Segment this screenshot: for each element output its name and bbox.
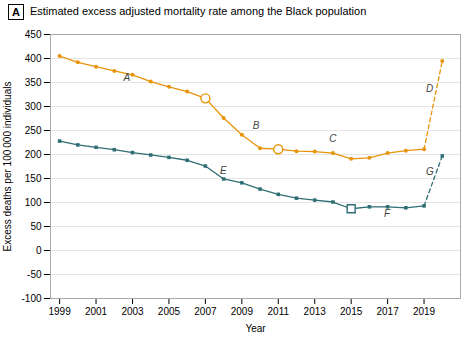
svg-text:F: F <box>384 208 391 219</box>
svg-text:B: B <box>253 120 260 131</box>
svg-text:2015: 2015 <box>340 306 363 317</box>
svg-text:1999: 1999 <box>48 306 71 317</box>
svg-text:-100: -100 <box>21 293 41 304</box>
svg-text:200: 200 <box>25 149 42 160</box>
svg-text:50: 50 <box>30 221 42 232</box>
svg-text:0: 0 <box>36 245 42 256</box>
svg-text:250: 250 <box>25 125 42 136</box>
svg-text:100: 100 <box>25 197 42 208</box>
svg-text:G: G <box>426 166 434 177</box>
svg-text:400: 400 <box>25 53 42 64</box>
svg-text:-50: -50 <box>27 269 42 280</box>
svg-text:A: A <box>122 72 130 83</box>
svg-text:2003: 2003 <box>121 306 144 317</box>
svg-text:2007: 2007 <box>194 306 217 317</box>
svg-text:150: 150 <box>25 173 42 184</box>
svg-text:2017: 2017 <box>376 306 399 317</box>
svg-text:D: D <box>426 83 433 94</box>
svg-text:2005: 2005 <box>158 306 181 317</box>
svg-text:Year: Year <box>245 323 266 334</box>
svg-text:E: E <box>220 165 227 176</box>
svg-text:450: 450 <box>25 29 42 40</box>
svg-text:350: 350 <box>25 77 42 88</box>
svg-text:2013: 2013 <box>304 306 327 317</box>
html-text:A: A <box>12 6 20 18</box>
html-text:Estimated excess adjusted mort: Estimated excess adjusted mortality rate… <box>30 5 367 17</box>
svg-text:2011: 2011 <box>268 306 290 317</box>
svg-text:Excess deaths per 100 000 indi: Excess deaths per 100 000 individuals <box>2 82 13 252</box>
svg-text:300: 300 <box>25 101 42 112</box>
svg-text:C: C <box>329 133 337 144</box>
svg-text:2009: 2009 <box>231 306 254 317</box>
svg-text:2019: 2019 <box>413 306 436 317</box>
svg-text:2001: 2001 <box>85 306 108 317</box>
